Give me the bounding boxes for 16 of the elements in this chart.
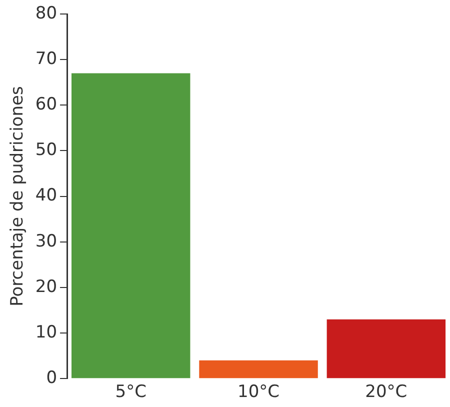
- y-axis-title: Porcentaje de pudriciones: [8, 86, 28, 306]
- x-tick-label: 5°C: [115, 382, 146, 402]
- y-tick-label: 60: [35, 94, 58, 115]
- y-tick-label: 30: [35, 231, 58, 252]
- y-tick-label: 0: [46, 368, 58, 388]
- y-tick-label: 40: [35, 186, 58, 206]
- y-tick-label: 20: [35, 276, 58, 297]
- y-tick-label: 80: [35, 3, 58, 24]
- x-tick-label: 10°C: [238, 382, 280, 402]
- y-tick-label: 70: [35, 48, 58, 69]
- x-tick-label: 20°C: [365, 382, 408, 402]
- bar: [72, 73, 190, 378]
- y-tick-label: 50: [35, 140, 58, 160]
- bar: [326, 319, 446, 378]
- bar: [199, 360, 318, 378]
- y-tick-label: 10: [35, 322, 58, 342]
